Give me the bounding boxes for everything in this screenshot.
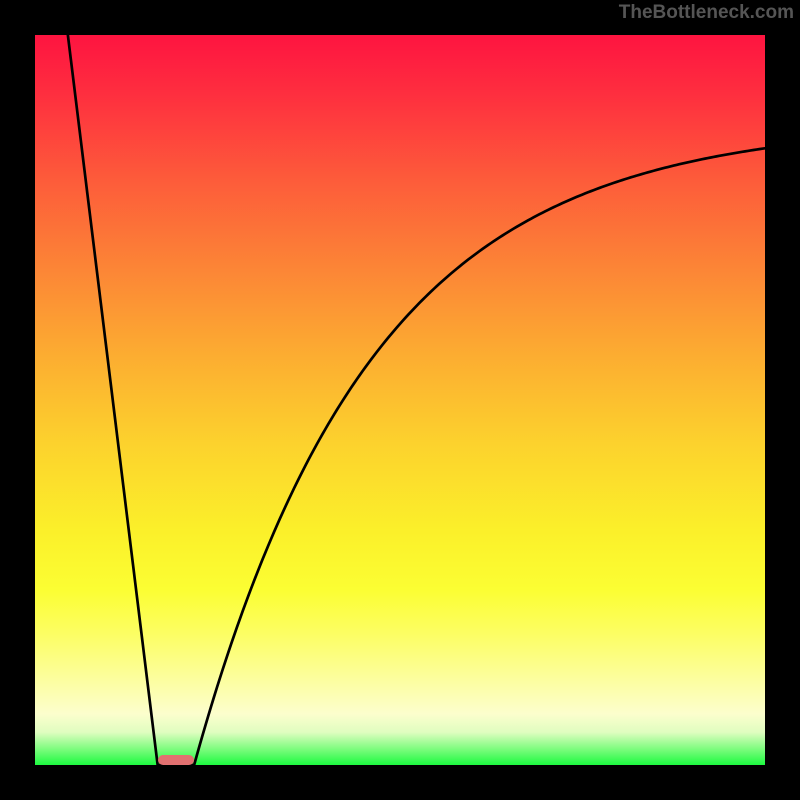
watermark-text: TheBottleneck.com — [619, 2, 794, 24]
curve-path — [68, 35, 765, 765]
trough-marker — [158, 755, 195, 765]
chart-plot-area — [35, 35, 765, 765]
bottleneck-curve — [35, 35, 765, 765]
